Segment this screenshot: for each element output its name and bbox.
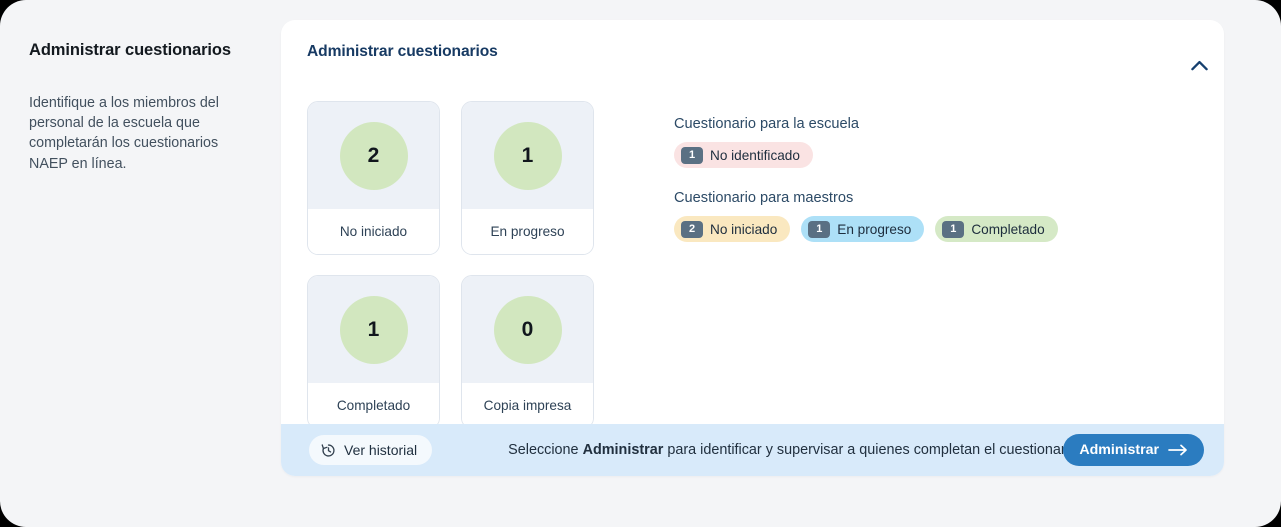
status-card-label: En progreso: [462, 209, 593, 254]
status-card-top: 0: [462, 276, 593, 383]
status-badge-list: 1 No identificado: [674, 142, 1194, 168]
administrar-button[interactable]: Administrar: [1063, 434, 1204, 466]
view-history-button[interactable]: Ver historial: [309, 435, 433, 465]
status-badge-count: 2: [681, 220, 703, 238]
status-cards-grid: 2 No iniciado 1 En progreso 1 Completado: [307, 101, 607, 449]
footer-note-prefix: Seleccione: [508, 442, 583, 458]
status-badge-en-progreso[interactable]: 1 En progreso: [801, 216, 925, 242]
status-card-top: 2: [308, 102, 439, 209]
status-card-row: 1 Completado 0 Copia impresa: [307, 275, 607, 429]
status-count-circle: 0: [493, 295, 562, 364]
footer-instruction: Seleccione Administrar para identificar …: [508, 442, 1081, 458]
status-count-circle: 1: [493, 121, 562, 190]
questionnaire-groups: Cuestionario para la escuela 1 No identi…: [674, 116, 1194, 264]
status-card-label: No iniciado: [308, 209, 439, 254]
status-badge-count: 1: [942, 220, 965, 238]
status-badge-no-identificado[interactable]: 1 No identificado: [674, 142, 813, 168]
status-badge-completado[interactable]: 1 Completado: [935, 216, 1058, 242]
card-title: Administrar cuestionarios: [307, 43, 498, 60]
questionnaire-group-title: Cuestionario para la escuela: [674, 116, 859, 132]
collapse-section-button[interactable]: [1184, 52, 1214, 78]
footer-note-emphasis: Administrar: [582, 442, 664, 458]
status-card-label: Copia impresa: [462, 383, 593, 428]
sidebar-title: Administrar cuestionarios: [29, 41, 231, 59]
status-count-circle: 2: [339, 121, 408, 190]
sidebar-description: Identifique a los miembros del personal …: [29, 95, 219, 172]
history-icon: [321, 443, 335, 457]
status-card-row: 2 No iniciado 1 En progreso: [307, 101, 607, 255]
status-badge-count: 1: [681, 146, 703, 164]
view-history-label: Ver historial: [344, 442, 418, 458]
footer-note-suffix: para identificar y supervisar a quienes …: [663, 442, 1081, 458]
status-badge-label: No identificado: [710, 147, 800, 163]
status-badge-list: 2 No iniciado 1 En progreso 1 Completado: [674, 216, 1194, 242]
questionnaire-group-teachers: Cuestionario para maestros 2 No iniciado…: [674, 190, 1194, 242]
chevron-up-icon: [1190, 60, 1208, 70]
status-card-top: 1: [308, 276, 439, 383]
status-badge-label: No iniciado: [710, 221, 778, 237]
sidebar: Administrar cuestionarios Identifique a …: [0, 0, 281, 527]
status-card-completado[interactable]: 1 Completado: [307, 275, 440, 429]
card-footer: Ver historial Seleccione Administrar par…: [281, 424, 1224, 476]
status-badge-count: 1: [808, 220, 831, 238]
administrar-label: Administrar: [1079, 442, 1159, 458]
status-card-no-iniciado[interactable]: 2 No iniciado: [307, 101, 440, 255]
status-card-top: 1: [462, 102, 593, 209]
status-card-en-progreso[interactable]: 1 En progreso: [461, 101, 594, 255]
status-card-copia-impresa[interactable]: 0 Copia impresa: [461, 275, 594, 429]
status-card-label: Completado: [308, 383, 439, 428]
status-count-circle: 1: [339, 295, 408, 364]
questionnaire-group-title: Cuestionario para maestros: [674, 190, 854, 206]
arrow-right-icon: [1168, 444, 1187, 456]
questionnaire-group-school: Cuestionario para la escuela 1 No identi…: [674, 116, 1194, 168]
status-badge-no-iniciado[interactable]: 2 No iniciado: [674, 216, 791, 242]
card-header: Administrar cuestionarios: [281, 20, 1224, 78]
manage-questionnaires-card: Administrar cuestionarios 2 No iniciado: [281, 20, 1224, 476]
status-badge-label: En progreso: [837, 221, 912, 237]
status-badge-label: Completado: [971, 221, 1045, 237]
